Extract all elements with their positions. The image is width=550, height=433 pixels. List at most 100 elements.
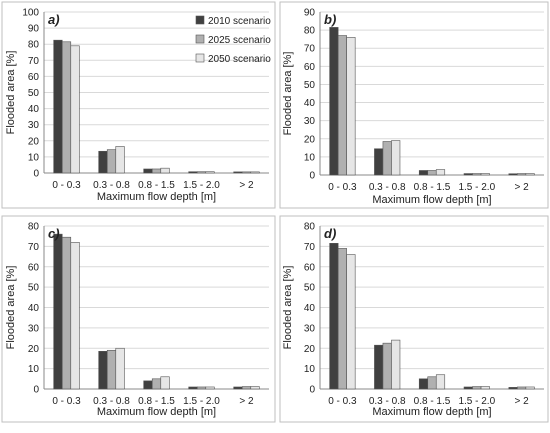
- bar: [374, 148, 384, 176]
- y-tick-label: 40: [304, 98, 316, 109]
- bar: [374, 344, 384, 390]
- legend-swatch: [195, 53, 205, 63]
- y-tick-label: 60: [304, 262, 316, 273]
- bar: [382, 342, 392, 390]
- bar: [329, 243, 339, 390]
- y-tick-label: 50: [304, 283, 316, 294]
- bar: [346, 37, 356, 176]
- y-tick-label: 60: [28, 262, 40, 273]
- x-tick-label: 0.8 - 1.5: [138, 180, 175, 191]
- x-tick-label: 0.8 - 1.5: [138, 396, 175, 407]
- y-tick-label: 60: [304, 62, 316, 73]
- y-tick-label: 10: [304, 152, 316, 163]
- x-tick-label: > 2: [515, 182, 530, 193]
- y-tick-label: 80: [28, 222, 40, 233]
- bar: [160, 167, 170, 174]
- x-tick-label: 0 - 0.3: [328, 396, 357, 407]
- bar: [53, 233, 63, 390]
- y-tick-label: 0: [309, 385, 315, 396]
- y-tick-label: 30: [304, 323, 316, 334]
- bar: [205, 171, 215, 174]
- bar: [472, 386, 482, 390]
- bar: [151, 378, 162, 390]
- y-tick-label: 30: [28, 120, 40, 131]
- x-tick-label: 1.5 - 2.0: [183, 180, 220, 191]
- x-tick-label: > 2: [239, 180, 254, 191]
- bar: [517, 386, 527, 390]
- y-tick-label: 70: [304, 242, 316, 253]
- legend-swatch: [195, 34, 205, 44]
- bar: [391, 339, 401, 390]
- bar: [391, 140, 401, 176]
- x-tick-label: 0.8 - 1.5: [414, 182, 451, 193]
- bar: [480, 173, 490, 176]
- bar: [346, 254, 356, 390]
- legend-swatch: [195, 15, 205, 25]
- bar: [61, 236, 72, 390]
- y-axis-title: Flooded area [%]: [5, 266, 17, 350]
- panel-frame: [1, 1, 276, 209]
- bar: [337, 35, 347, 176]
- panel-frame: [279, 1, 549, 209]
- bar: [115, 347, 125, 390]
- y-tick-label: 30: [28, 323, 40, 334]
- bar: [480, 386, 490, 390]
- y-tick-label: 0: [33, 385, 39, 396]
- x-tick-label: 1.5 - 2.0: [183, 396, 220, 407]
- panel-frame: [1, 215, 276, 423]
- chart-panel-4: 0 10 20 30 40 50 60 70 80 0 - 0.3 0.3 - 0.8 0.8 - 1…: [279, 215, 549, 423]
- bar: [115, 146, 125, 174]
- y-tick-label: 40: [28, 104, 40, 115]
- chart-panel-3: 0 10 20 30 40 50 60 70 80 0 - 0.3 0.3 - 0.8 0.8 - 1…: [1, 215, 276, 423]
- x-tick-label: 1.5 - 2.0: [458, 182, 495, 193]
- x-tick-label: 0.3 - 0.8: [93, 180, 130, 191]
- y-tick-label: 20: [28, 136, 40, 147]
- bar: [427, 376, 437, 390]
- legend-label: 2025 scenario: [208, 35, 271, 46]
- y-tick-label: 70: [304, 44, 316, 55]
- y-tick-label: 20: [304, 134, 316, 145]
- y-tick-label: 100: [22, 8, 39, 19]
- bar: [250, 171, 260, 174]
- x-tick-label: 1.5 - 2.0: [458, 396, 495, 407]
- bar: [463, 173, 473, 176]
- y-tick-label: 80: [304, 222, 316, 233]
- y-tick-label: 10: [28, 364, 40, 375]
- y-tick-label: 0: [33, 169, 39, 180]
- x-tick-label: 0 - 0.3: [52, 396, 81, 407]
- y-tick-label: 40: [28, 303, 40, 314]
- y-tick-label: 10: [28, 152, 40, 163]
- x-tick-label: 0.8 - 1.5: [414, 396, 451, 407]
- y-axis-title: Flooded area [%]: [282, 266, 294, 350]
- legend-label: 2010 scenario: [208, 16, 271, 27]
- chart-panel-1: 0 10 20 30 40 50 60 70 80 90 100 0 - 0.3 0.3 - 0.8 0.…: [1, 1, 276, 209]
- y-tick-label: 60: [28, 72, 40, 83]
- bar: [508, 387, 518, 390]
- x-tick-label: 0 - 0.3: [52, 180, 81, 191]
- bar: [508, 173, 518, 176]
- bar: [329, 27, 339, 176]
- bar: [188, 386, 198, 390]
- y-tick-label: 90: [304, 8, 316, 19]
- bar: [241, 386, 252, 390]
- y-tick-label: 30: [304, 116, 316, 127]
- bar: [61, 41, 72, 174]
- y-tick-label: 70: [28, 56, 40, 67]
- y-tick-label: 90: [28, 24, 40, 35]
- bar: [418, 378, 429, 390]
- bar: [337, 248, 347, 390]
- chart-panel-2: 0 10 20 30 40 50 60 70 80 90 0 - 0.3 0.3 - 0.8 0.8 -…: [279, 1, 549, 209]
- chart-legend: 2010 scenario 2025 scenario 2050 scenario: [195, 15, 271, 65]
- y-tick-label: 20: [304, 344, 316, 355]
- panel-label: a): [48, 12, 60, 27]
- bar: [472, 173, 482, 176]
- y-tick-label: 80: [304, 26, 316, 37]
- bar: [525, 173, 535, 176]
- bar: [106, 149, 117, 174]
- x-tick-label: > 2: [515, 396, 530, 407]
- bar: [143, 380, 153, 390]
- bar: [106, 349, 117, 390]
- x-axis-title: Maximum flow depth [m]: [372, 194, 491, 206]
